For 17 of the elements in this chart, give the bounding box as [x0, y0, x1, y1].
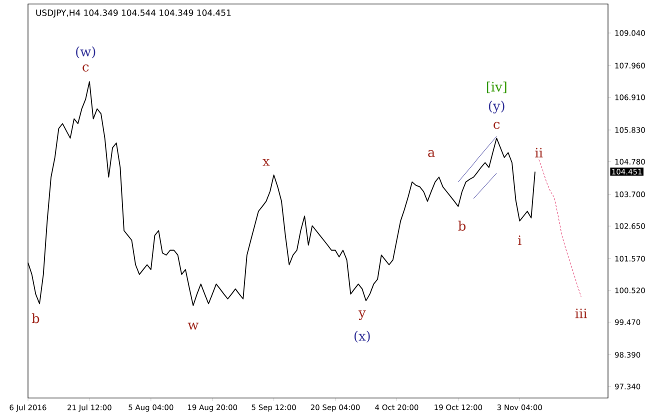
- annotation: c: [82, 64, 89, 72]
- annotation: b: [32, 313, 40, 324]
- annotation: a: [428, 150, 435, 158]
- annotation: (w): [76, 46, 96, 58]
- annotation: [iv]: [486, 82, 506, 94]
- annotation: x: [262, 158, 270, 166]
- line-series: [538, 159, 582, 298]
- text: USDJPY,H4 104.349 104.544 104.349 104.451: [36, 10, 231, 18]
- annotation: y: [358, 310, 366, 320]
- annotation: i: [518, 236, 522, 246]
- annotation: (y): [488, 100, 504, 114]
- annotation: iii: [575, 308, 588, 318]
- annotation: b: [458, 220, 466, 231]
- annotation: c: [494, 122, 500, 130]
- annotation: (x): [354, 330, 370, 343]
- annotation: w: [188, 322, 199, 330]
- annotation: ii: [535, 148, 543, 158]
